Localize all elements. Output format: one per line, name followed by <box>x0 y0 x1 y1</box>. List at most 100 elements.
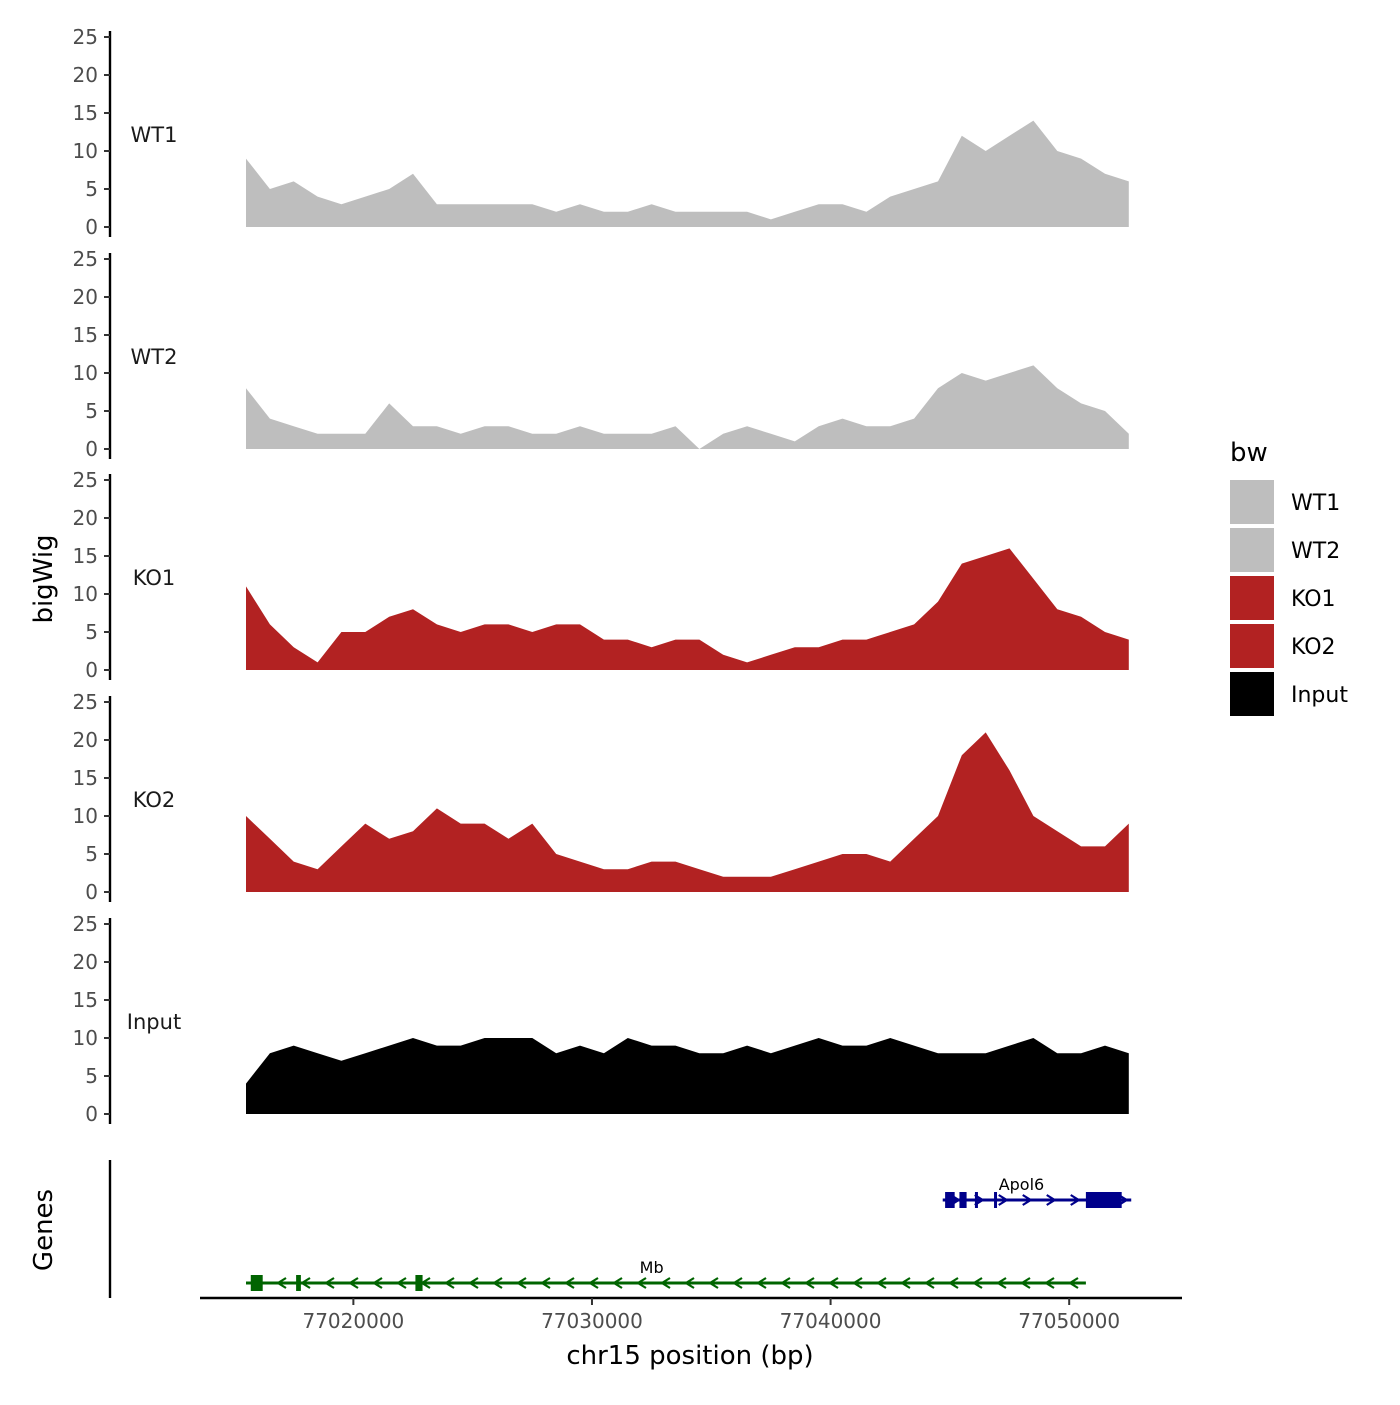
x-axis-title: chr15 position (bp) <box>566 1341 813 1371</box>
strand-chevron <box>779 1277 791 1289</box>
gene-exon <box>994 1192 998 1208</box>
strand-chevron <box>515 1277 527 1289</box>
strand-chevron <box>1046 1194 1057 1206</box>
strand-chevron <box>275 1277 287 1289</box>
strand-chevron <box>1022 1194 1033 1206</box>
strand-chevron <box>731 1277 743 1289</box>
y-tick-label: 5 <box>85 177 98 201</box>
legend-layer: WT1 WT2 KO1 KO2 Input <box>1230 480 1348 716</box>
y-tick-label: 15 <box>73 544 98 568</box>
x-tick-label: 77050000 <box>1018 1309 1120 1333</box>
legend-item-wt2: WT2 <box>1230 528 1340 572</box>
gene-exon <box>959 1192 967 1208</box>
y-tick-label: 15 <box>73 988 98 1012</box>
y-tick-label: 0 <box>85 215 98 239</box>
area-wt1 <box>246 120 1129 227</box>
y-tick-label: 20 <box>73 506 98 530</box>
legend-item-ko1: KO1 <box>1230 576 1336 620</box>
x-tick-label: 77040000 <box>780 1309 882 1333</box>
strand-chevron <box>323 1277 335 1289</box>
y-tick-label: 20 <box>73 285 98 309</box>
legend-label: KO2 <box>1291 635 1336 660</box>
y-tick-label: 5 <box>85 620 98 644</box>
strand-chevron <box>1043 1277 1055 1289</box>
strand-chevron <box>851 1277 863 1289</box>
track-label-input: Input <box>127 1010 181 1034</box>
y-tick-label: 10 <box>73 582 98 606</box>
y-tick-label: 15 <box>73 101 98 125</box>
y-tick-label: 25 <box>73 690 98 714</box>
track-label-ko1: KO1 <box>133 566 176 590</box>
area-ko1 <box>246 548 1129 670</box>
legend-swatch <box>1230 480 1274 524</box>
legend-label: Input <box>1291 683 1348 708</box>
gene-exon <box>974 1192 978 1208</box>
y-tick-label: 25 <box>73 912 98 936</box>
track-label-ko2: KO2 <box>133 788 176 812</box>
strand-chevron <box>467 1277 479 1289</box>
legend-label: WT1 <box>1291 491 1340 516</box>
track-label-wt1: WT1 <box>131 123 178 147</box>
strand-chevron <box>443 1277 455 1289</box>
strand-chevron <box>923 1277 935 1289</box>
strand-chevron <box>971 1277 983 1289</box>
y-tick-label: 25 <box>73 468 98 492</box>
x-tick-label: 77030000 <box>541 1309 643 1333</box>
y-tick-label: 15 <box>73 323 98 347</box>
legend-swatch <box>1230 624 1274 668</box>
y-tick-label: 5 <box>85 842 98 866</box>
y-axis-title: bigWig <box>29 534 59 623</box>
track-ko2: 0 5 10 15 20 25 KO2 <box>73 690 1129 904</box>
y-tick-label: 25 <box>73 247 98 271</box>
gene-exon <box>250 1275 263 1291</box>
y-tick-label: 25 <box>73 25 98 49</box>
strand-chevron <box>347 1277 359 1289</box>
strand-chevron <box>683 1277 695 1289</box>
x-axis-layer: 77020000 77030000 77040000 77050000 <box>200 1296 1182 1333</box>
track-wt1: 0 5 10 15 20 25 WT1 <box>73 25 1129 239</box>
legend-swatch <box>1230 576 1274 620</box>
gene-apol6: Apol6 <box>942 1175 1132 1208</box>
x-tick-label: 77020000 <box>302 1309 404 1333</box>
y-tick-label: 10 <box>73 1026 98 1050</box>
strand-chevron <box>1067 1277 1079 1289</box>
legend-item-input: Input <box>1230 672 1348 716</box>
y-tick-label: 10 <box>73 804 98 828</box>
strand-chevron <box>611 1277 623 1289</box>
gene-label: Mb <box>640 1258 664 1277</box>
y-tick-label: 15 <box>73 766 98 790</box>
legend-item-ko2: KO2 <box>1230 624 1336 668</box>
y-tick-label: 0 <box>85 1102 98 1126</box>
area-wt2 <box>246 365 1129 449</box>
legend-label: WT2 <box>1291 539 1340 564</box>
strand-chevron <box>995 1277 1007 1289</box>
gene-exon <box>296 1275 301 1291</box>
strand-chevron <box>875 1277 887 1289</box>
strand-chevron <box>563 1277 575 1289</box>
y-tick-label: 0 <box>85 658 98 682</box>
strand-chevron <box>659 1277 671 1289</box>
legend-swatch <box>1230 528 1274 572</box>
strand-chevron <box>707 1277 719 1289</box>
strand-chevron <box>947 1277 959 1289</box>
y-tick-label: 20 <box>73 950 98 974</box>
legend-swatch <box>1230 672 1274 716</box>
strand-chevron <box>539 1277 551 1289</box>
strand-chevron <box>587 1277 599 1289</box>
y-tick-label: 20 <box>73 63 98 87</box>
strand-chevron <box>755 1277 767 1289</box>
legend-label: KO1 <box>1291 587 1336 612</box>
area-ko2 <box>246 732 1129 892</box>
area-input <box>246 1038 1129 1114</box>
strand-chevron <box>299 1277 311 1289</box>
strand-chevron <box>803 1277 815 1289</box>
y-tick-label: 0 <box>85 880 98 904</box>
tracks-layer: 0510152025WT10510152025WT20510152025KO10… <box>73 25 1129 1126</box>
y-tick-label: 0 <box>85 437 98 461</box>
strand-chevron <box>998 1194 1009 1206</box>
y-tick-label: 10 <box>73 361 98 385</box>
strand-chevron <box>1019 1277 1031 1289</box>
strand-chevron <box>635 1277 647 1289</box>
genes-layer: Apol6 Mb <box>108 1160 1132 1298</box>
